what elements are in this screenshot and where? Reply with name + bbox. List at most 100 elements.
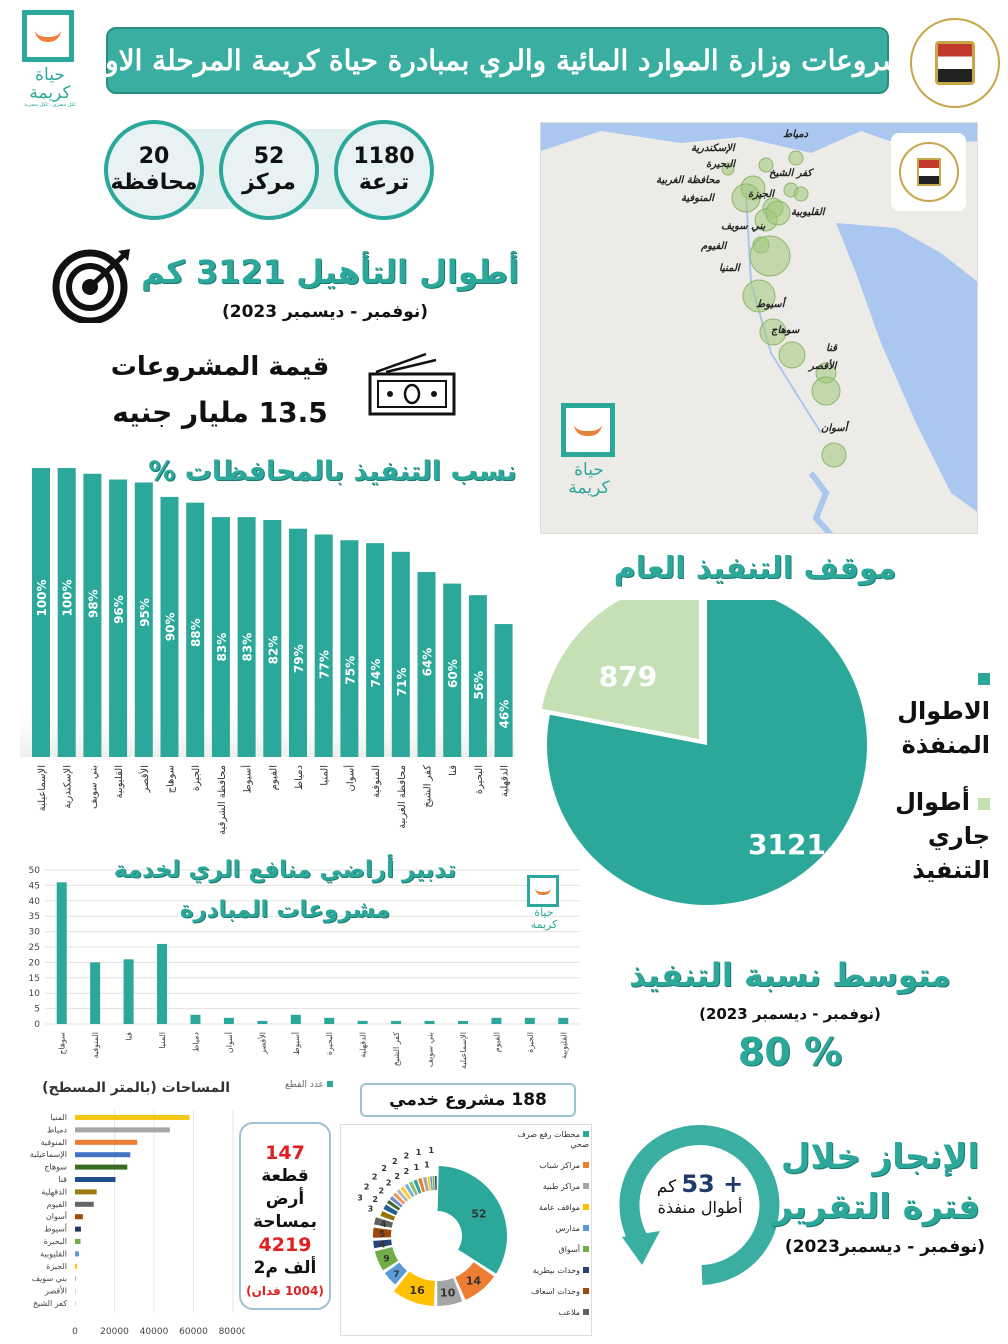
bar [75,1239,81,1244]
egypt-map: دمياط الإسكندرية البحيرة كفر الشيخ محافظة ال… [540,122,978,534]
category-label: المنيا [50,1113,67,1122]
bar [57,468,76,757]
legend-item: مراكز شباب [515,1161,589,1171]
achievement-unit: كم [656,1177,677,1197]
average-period: (نوفمبر - ديسمبر 2023) [699,1005,881,1023]
donut-slice [374,1247,399,1271]
donut-slice [374,1217,394,1228]
bar [257,1020,268,1024]
legend-label: مراكز شباب [539,1161,580,1170]
donut-slice [429,1176,433,1191]
achievement-number: + 53 [681,1170,744,1198]
x-tick-label: 60000 [179,1327,208,1337]
smile-icon [535,888,551,895]
bar-value-label: 98% [86,589,100,618]
eagle-emblem-icon [916,158,941,186]
category-label: أسيوط [241,765,254,794]
legend-done: الاطوال المنفذة [880,660,990,762]
map-bubble [721,162,735,176]
category-label: الإسماعيلية [37,765,48,811]
logo-line1: حياة [35,65,65,85]
land-area: 4219 [258,1234,312,1256]
category-label: أسوان [224,1032,234,1053]
land-unit: ألف م2 [253,1258,317,1278]
category-label: سوهاج [166,765,177,793]
map-label: بني سويف [721,221,766,232]
logo-line1: حياة [574,460,604,480]
map-label: الفيوم [701,241,727,252]
pie-label-done: 3121 [748,828,826,861]
donut-value-label: 7 [393,1270,399,1280]
category-label: المنوفية [41,1138,67,1147]
legend-swatch [583,1131,589,1137]
donut-slice [393,1192,406,1205]
bar [237,517,256,757]
bar [75,1152,131,1158]
donut-value-label: 9 [383,1255,389,1265]
donut-slice [389,1196,403,1208]
bar [340,540,359,757]
donut-slice [386,1200,401,1211]
stat-value: 52 [253,143,285,169]
bar-value-label: 90% [164,613,178,642]
bar [75,1263,77,1269]
donut-value-label: 5 [379,1230,385,1240]
bar-value-label: 46% [498,700,512,729]
donut-value-label: 1 [416,1148,422,1157]
bar [558,1017,569,1024]
achievement-period: (نوفمبر - ديسمبر2023) [784,1237,986,1257]
stat-value: 20 [138,143,170,169]
area-horizontal-chart: 0 20000 40000 60000 80000 المنيا دمياط المنوفية… [30,1110,245,1337]
donut-value-label: 3 [357,1194,363,1203]
map-label: المنيا [719,263,740,274]
legend-done-swatch [978,673,990,685]
category-label: الدقهلية [41,1187,67,1196]
bar-value-label: 71% [395,667,409,696]
category-label: سوهاج [58,1032,67,1055]
category-label: دمياط [294,765,305,790]
donut-slice [396,1189,409,1202]
bar [157,943,168,1024]
bar-value-label: 79% [292,644,306,673]
y-tick-label: 45 [29,881,40,891]
bar [75,1226,81,1232]
x-tick-label: 0 [72,1327,78,1337]
legend-label: مواقف عامة [538,1203,580,1212]
map-bubble [821,442,847,468]
category-label: أسيوط [291,1032,301,1055]
bar [75,1189,97,1195]
donut-slice [418,1178,426,1193]
bar [75,1127,170,1133]
donut-slice [384,1262,407,1285]
donut-slice [393,1271,435,1306]
y-tick-label: 15 [29,974,40,984]
bar [75,1164,128,1170]
bar [83,473,102,757]
land-text: أرض [265,1189,305,1209]
chart-execution-title: نسب التنفيذ بالمحافظات % [148,456,517,487]
project-value-amount: 13.5 مليار جنيه [112,396,328,429]
bar [32,468,50,757]
legend-item: مراكز طبية [515,1182,589,1192]
hayah-karima-logo: حياة كريمة لكل مصري.. لكل مصرية [22,10,78,120]
legend-label: محطات رفع صرف صحي [517,1130,589,1149]
category-label: القليوبية [114,765,125,799]
category-label: محافظة الغربية [397,765,408,829]
y-tick-label: 0 [34,1020,40,1030]
legend-label: عدد القطع [285,1080,324,1090]
legend-label: مدارس [555,1224,580,1233]
category-label: البحيرة [325,1032,334,1055]
category-label: محافظة الشرقية [217,765,228,835]
stat-governorates: 20 محافظة [104,120,204,220]
legend-label: وحدات اسعاف [531,1287,580,1296]
bar-value-label: 74% [369,659,383,688]
stat-value: 1180 [353,143,415,169]
service-projects-frame [340,1124,592,1336]
bar [290,1014,301,1024]
donut-slice [373,1239,392,1249]
y-tick-label: 50 [29,866,41,876]
bar [211,517,230,757]
category-label: سوهاج [44,1163,67,1172]
donut-value-label: 1 [424,1161,430,1170]
legend-item: محطات رفع صرف صحي [515,1130,589,1150]
